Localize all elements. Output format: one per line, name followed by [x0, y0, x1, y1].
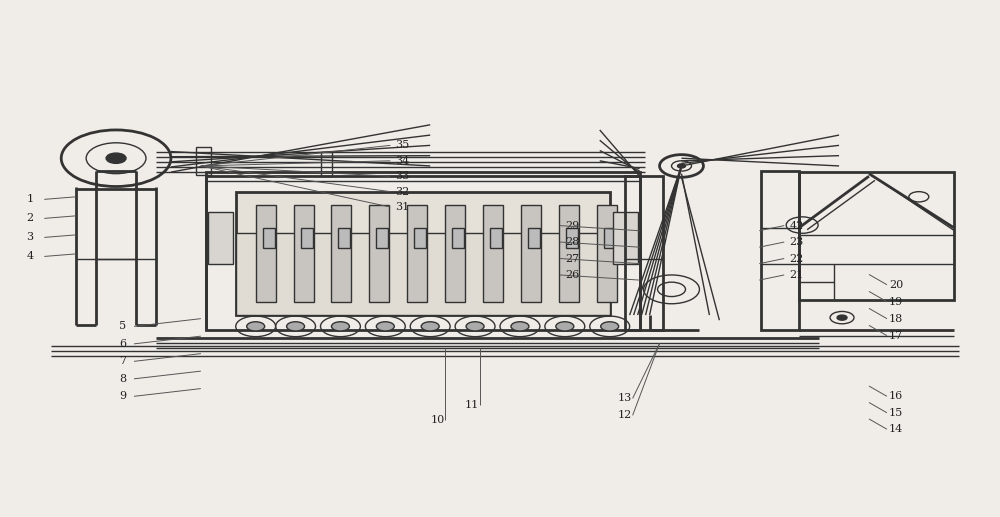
Text: 16: 16 — [889, 391, 903, 401]
Circle shape — [601, 322, 619, 331]
Text: 23: 23 — [789, 237, 803, 247]
Text: 6: 6 — [119, 339, 126, 349]
Circle shape — [106, 153, 126, 163]
Circle shape — [556, 322, 574, 331]
Bar — [206, 172, 640, 330]
Circle shape — [421, 322, 439, 331]
Text: 17: 17 — [889, 331, 903, 341]
Text: 33: 33 — [395, 171, 410, 181]
Circle shape — [678, 164, 685, 168]
Circle shape — [376, 322, 394, 331]
Bar — [799, 172, 954, 300]
Text: 20: 20 — [889, 280, 903, 290]
Circle shape — [837, 315, 847, 320]
Bar — [256, 205, 276, 302]
Bar — [196, 147, 211, 175]
Text: 31: 31 — [395, 202, 410, 212]
Text: 35: 35 — [395, 141, 410, 150]
Bar — [301, 227, 313, 248]
Text: 22: 22 — [789, 253, 803, 264]
Bar — [613, 212, 638, 264]
Bar — [483, 205, 503, 302]
Bar — [521, 205, 541, 302]
Text: 7: 7 — [119, 356, 126, 367]
Circle shape — [287, 322, 305, 331]
Text: 29: 29 — [565, 221, 579, 231]
Circle shape — [331, 322, 349, 331]
Bar — [294, 205, 314, 302]
Text: 26: 26 — [565, 270, 579, 280]
Bar — [445, 205, 465, 302]
Text: 12: 12 — [618, 410, 632, 420]
Bar — [320, 151, 332, 176]
Text: 13: 13 — [618, 393, 632, 403]
Bar — [236, 233, 610, 315]
Bar — [414, 227, 426, 248]
Bar — [331, 205, 351, 302]
Text: 2: 2 — [26, 214, 33, 223]
Bar — [236, 192, 610, 315]
Bar — [338, 227, 350, 248]
Text: 14: 14 — [889, 424, 903, 434]
Bar — [761, 171, 799, 330]
Bar — [208, 212, 233, 264]
Circle shape — [511, 322, 529, 331]
Text: 21: 21 — [789, 270, 803, 280]
Bar — [559, 205, 579, 302]
Bar — [263, 227, 275, 248]
Bar — [597, 205, 617, 302]
Text: 15: 15 — [889, 408, 903, 418]
Text: 18: 18 — [889, 314, 903, 324]
Text: 9: 9 — [119, 391, 126, 401]
Bar — [625, 176, 663, 330]
Text: 10: 10 — [430, 416, 444, 425]
Bar — [376, 227, 388, 248]
Bar — [369, 205, 389, 302]
Bar — [604, 227, 616, 248]
Bar — [490, 227, 502, 248]
Text: 5: 5 — [119, 322, 126, 331]
Text: 3: 3 — [26, 233, 33, 242]
Bar — [407, 205, 427, 302]
Bar — [566, 227, 578, 248]
Text: 19: 19 — [889, 297, 903, 307]
Text: 8: 8 — [119, 374, 126, 384]
Bar — [452, 227, 464, 248]
Text: 1: 1 — [26, 194, 33, 204]
Text: 42: 42 — [789, 221, 803, 231]
Circle shape — [466, 322, 484, 331]
Text: 27: 27 — [565, 253, 579, 264]
Bar — [528, 227, 540, 248]
Text: 4: 4 — [26, 251, 33, 262]
Text: 32: 32 — [395, 187, 410, 196]
Text: 34: 34 — [395, 156, 410, 166]
Text: 28: 28 — [565, 237, 579, 247]
Circle shape — [247, 322, 265, 331]
Text: 11: 11 — [465, 400, 479, 410]
